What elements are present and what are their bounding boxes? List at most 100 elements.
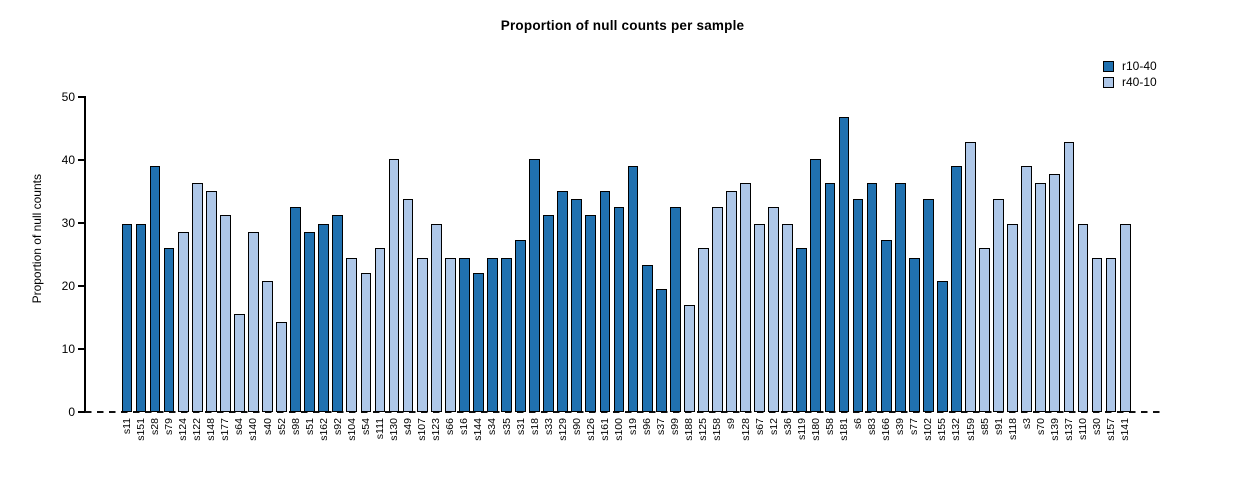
bar-s166 <box>880 240 892 412</box>
bar-s90 <box>571 199 583 412</box>
x-tick-label-s129: s129 <box>556 418 569 441</box>
x-tick-label-s51: s51 <box>303 418 316 435</box>
bar-s49 <box>402 199 414 412</box>
y-tick-label: 20 <box>61 279 75 293</box>
x-tick-label-s119: s119 <box>795 418 808 440</box>
bar-s96 <box>641 264 653 412</box>
y-tick-mark <box>78 159 84 161</box>
bar-s177 <box>219 215 231 412</box>
x-tick-label-s118: s118 <box>1006 418 1019 440</box>
bar-s130 <box>388 158 400 412</box>
bar-s102 <box>922 199 934 412</box>
x-tick-label-s34: s34 <box>486 418 499 435</box>
x-tick-label-s70: s70 <box>1034 418 1047 435</box>
y-axis-line <box>84 96 86 413</box>
x-tick-label-s151: s151 <box>134 418 147 441</box>
bar-s36 <box>782 224 794 412</box>
bar-s30 <box>1091 257 1103 412</box>
x-tick-label-s158: s158 <box>711 418 724 441</box>
x-tick-label-s6: s6 <box>852 418 865 430</box>
x-tick-label-s33: s33 <box>542 418 555 435</box>
x-tick-label-s52: s52 <box>275 418 288 435</box>
bar-s161 <box>599 190 611 412</box>
x-tick-label-s36: s36 <box>781 418 794 435</box>
legend-swatch-r40-10 <box>1103 77 1114 88</box>
bar-s79 <box>163 248 175 412</box>
x-tick-label-s31: s31 <box>514 418 527 435</box>
x-tick-label-s140: s140 <box>247 418 260 441</box>
bar-s34 <box>487 257 498 412</box>
bar-s31 <box>515 240 526 412</box>
bar-s83 <box>866 182 878 412</box>
bar-s18 <box>529 158 541 412</box>
bar-s33 <box>543 215 555 412</box>
bar-s51 <box>304 231 316 412</box>
bar-s144 <box>473 272 484 412</box>
bar-s58 <box>824 182 836 412</box>
x-tick-label-s181: s181 <box>837 418 850 441</box>
x-tick-label-s139: s139 <box>1048 418 1061 441</box>
x-tick-label-s137: s137 <box>1062 418 1075 441</box>
x-tick-label-s180: s180 <box>809 418 822 441</box>
bar-s92 <box>332 215 344 412</box>
x-tick-label-s102: s102 <box>922 418 935 441</box>
x-tick-label-s37: s37 <box>655 418 668 435</box>
bar-s123 <box>430 224 442 412</box>
bar-s99 <box>669 207 681 412</box>
bar-s11 <box>121 224 133 412</box>
bar-s157 <box>1105 257 1117 412</box>
x-tick-label-s132: s132 <box>950 418 963 441</box>
x-tick-label-s155: s155 <box>936 418 949 441</box>
bar-s111 <box>374 248 386 412</box>
x-tick-label-s9: s9 <box>725 418 738 430</box>
x-tick-label-s157: s157 <box>1105 418 1118 441</box>
x-tick-label-s111: s111 <box>373 418 386 440</box>
x-tick-label-s77: s77 <box>908 418 921 435</box>
bar-s77 <box>908 257 920 412</box>
bar-s126 <box>585 215 597 412</box>
y-tick-label: 0 <box>68 405 75 419</box>
bar-s52 <box>276 321 287 412</box>
x-tick-label-s162: s162 <box>317 418 330 441</box>
bar-s110 <box>1077 224 1089 412</box>
bar-s158 <box>712 207 723 412</box>
bar-s159 <box>965 142 976 412</box>
bar-s64 <box>233 313 245 412</box>
x-tick-label-s188: s188 <box>683 418 696 441</box>
bar-s98 <box>290 207 302 412</box>
x-tick-label-s19: s19 <box>627 418 640 435</box>
bar-s188 <box>683 304 695 412</box>
bar-s40 <box>262 280 273 412</box>
x-tick-label-s98: s98 <box>289 418 302 435</box>
legend-label-r40-10: r40-10 <box>1122 75 1157 89</box>
x-tick-label-s91: s91 <box>992 418 1005 435</box>
x-tick-label-s54: s54 <box>359 418 372 435</box>
x-tick-label-s30: s30 <box>1091 418 1104 435</box>
bar-s128 <box>740 182 751 412</box>
bar-s16 <box>458 257 470 412</box>
x-tick-label-s58: s58 <box>823 418 836 435</box>
bar-s37 <box>655 289 667 412</box>
x-tick-label-s90: s90 <box>570 418 583 435</box>
bar-s132 <box>951 166 962 412</box>
bar-s129 <box>557 190 569 412</box>
bar-s119 <box>796 248 808 412</box>
x-tick-label-s130: s130 <box>388 418 401 441</box>
x-tick-label-s99: s99 <box>669 418 682 435</box>
bar-s162 <box>318 224 330 412</box>
chart-title: Proportion of null counts per sample <box>500 18 745 33</box>
legend-entry-r10-40: r10-40 <box>1103 60 1157 73</box>
x-tick-label-s66: s66 <box>444 418 457 435</box>
legend: r10-40 r40-10 <box>1103 60 1157 89</box>
bar-s122 <box>191 182 203 412</box>
y-tick-label: 50 <box>61 90 75 104</box>
y-tick-mark <box>78 348 84 350</box>
bar-s107 <box>416 257 428 412</box>
x-tick-label-s166: s166 <box>880 418 893 441</box>
bar-s39 <box>894 182 906 412</box>
x-tick-label-s40: s40 <box>261 418 274 435</box>
bar-s148 <box>205 190 217 412</box>
legend-label-r10-40: r10-40 <box>1122 59 1157 73</box>
bar-s91 <box>993 199 1005 412</box>
bar-s141 <box>1119 224 1131 412</box>
